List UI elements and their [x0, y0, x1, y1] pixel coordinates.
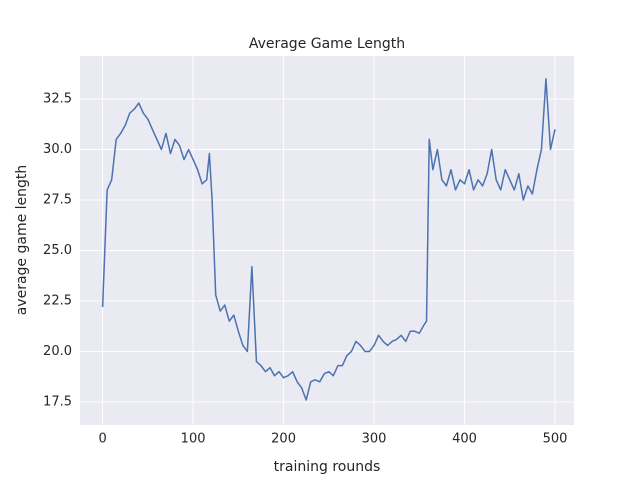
x-tick-label: 400: [452, 432, 477, 447]
y-tick-label: 17.5: [43, 394, 72, 409]
x-axis-label: training rounds: [274, 459, 381, 475]
x-tick-label: 0: [98, 432, 106, 447]
y-tick-label: 20.0: [43, 344, 72, 359]
y-tick-label: 22.5: [43, 293, 72, 308]
x-tick-label: 500: [543, 432, 568, 447]
x-tick-label: 200: [271, 432, 296, 447]
y-tick-label: 30.0: [43, 142, 72, 157]
x-tick-label: 100: [181, 432, 206, 447]
y-tick-label: 25.0: [43, 243, 72, 258]
y-tick-label: 32.5: [43, 92, 72, 107]
x-tick-label: 300: [362, 432, 387, 447]
data-line: [101, 78, 556, 401]
y-tick-label: 27.5: [43, 193, 72, 208]
y-axis-label: average game length: [14, 165, 30, 316]
plot-area: [80, 56, 574, 425]
chart-title: Average Game Length: [249, 36, 405, 52]
